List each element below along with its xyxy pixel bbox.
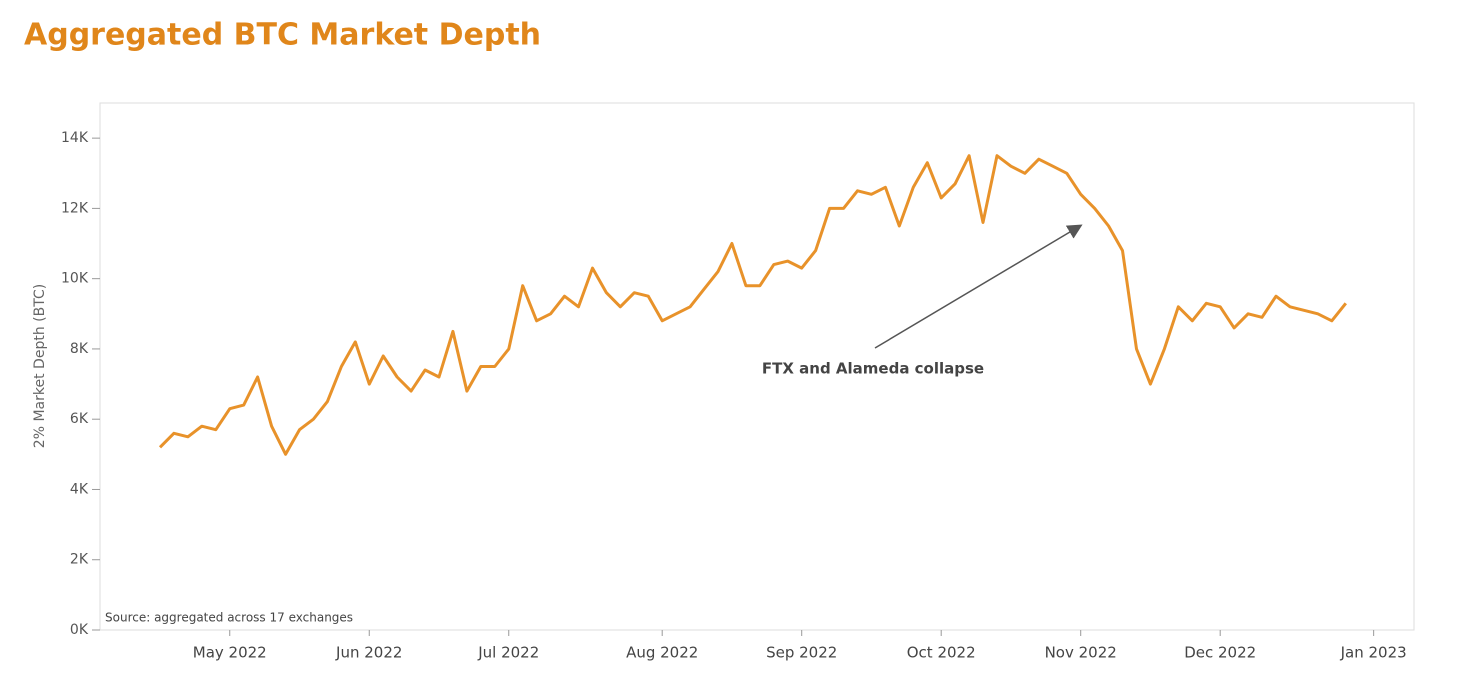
x-tick-label: Dec 2022	[1184, 644, 1256, 662]
chart-title: Aggregated BTC Market Depth	[24, 18, 541, 53]
x-tick-label: Sep 2022	[766, 644, 837, 662]
x-tick-label: Jul 2022	[477, 644, 539, 662]
x-tick-label: Jan 2023	[1340, 644, 1407, 662]
y-tick-label: 14K	[61, 130, 89, 146]
x-tick-label: Jun 2022	[335, 644, 402, 662]
y-axis-title: 2% Market Depth (BTC)	[32, 284, 48, 448]
y-tick-label: 6K	[70, 411, 89, 427]
x-tick-label: Nov 2022	[1045, 644, 1117, 662]
y-tick-label: 10K	[61, 271, 89, 287]
y-tick-label: 2K	[70, 552, 89, 568]
x-tick-label: Oct 2022	[907, 644, 976, 662]
y-tick-label: 8K	[70, 341, 89, 357]
plot-frame	[99, 102, 1415, 631]
y-tick-label: 4K	[70, 481, 89, 497]
x-tick-label: May 2022	[193, 644, 267, 662]
y-tick-label: 12K	[61, 200, 89, 216]
annotation-arrow	[874, 224, 1083, 349]
y-tick-label: 0K	[70, 622, 89, 638]
source-note: Source: aggregated across 17 exchanges	[105, 611, 353, 625]
annotation: FTX and Alameda collapse	[762, 360, 984, 378]
x-tick-label: Aug 2022	[626, 644, 698, 662]
data-line	[158, 154, 1347, 456]
